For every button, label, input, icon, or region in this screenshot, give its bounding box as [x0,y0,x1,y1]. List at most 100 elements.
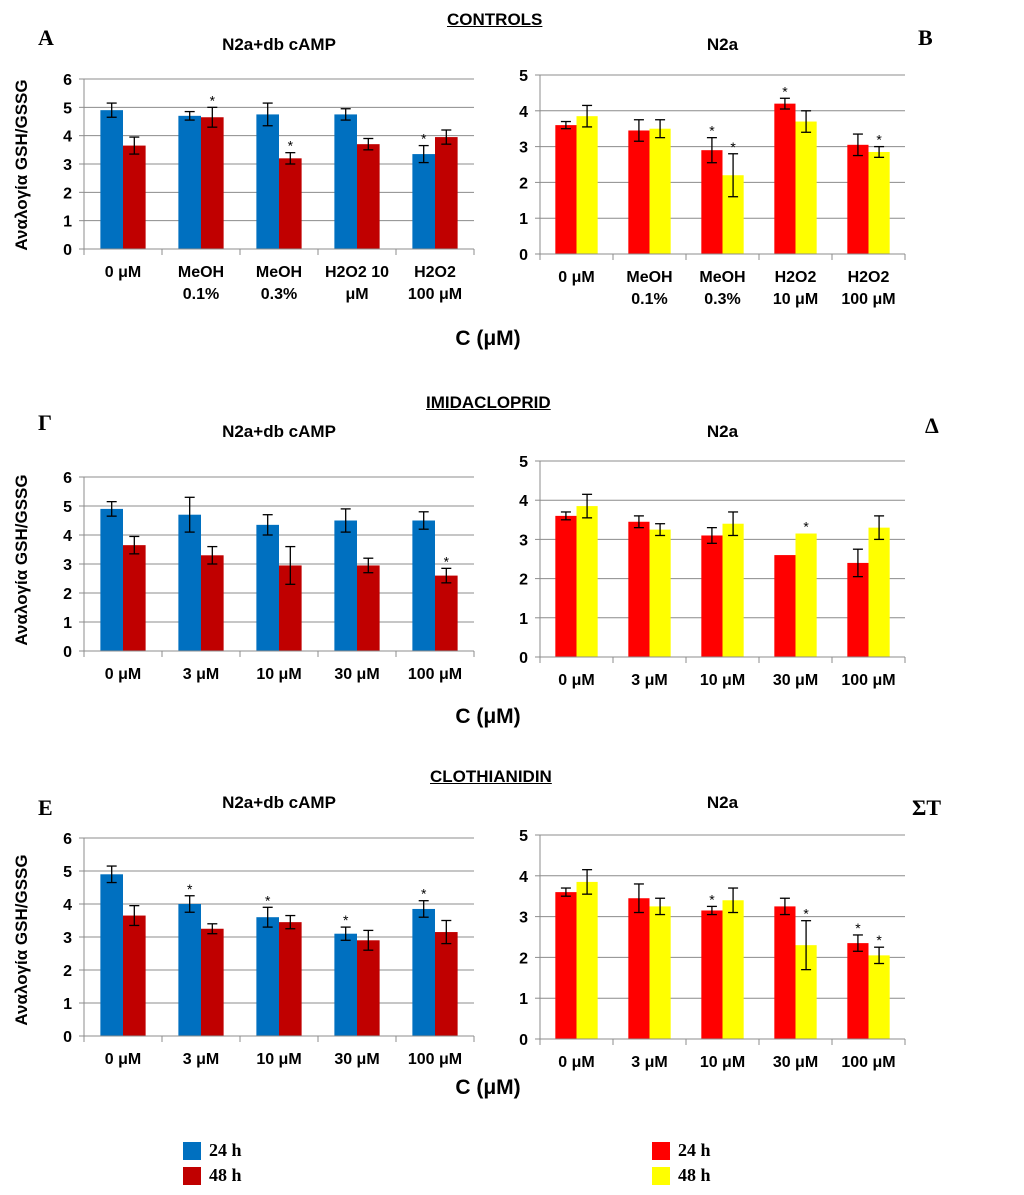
bar [334,114,357,250]
bar [256,114,279,250]
panel-letter-gamma: Γ [38,410,52,435]
y-tick-label: 1 [63,615,72,632]
bar [100,508,123,651]
y-tick-label: 1 [63,996,72,1013]
y-tick-label: 0 [63,242,72,259]
x-tick-label: 10 μM [700,1054,745,1071]
bar [412,520,435,651]
significance-star: * [265,892,271,908]
legend-label: 48 h [209,1165,242,1185]
bar [868,955,890,1039]
bar [357,144,380,249]
x-tick-label: 0 μM [558,269,594,286]
x-tick-label: 10 μM [256,1051,301,1068]
y-tick-label: 3 [63,557,72,574]
bar [100,110,123,250]
bar [774,103,796,254]
y-tick-label: 2 [63,963,72,980]
legend-label: 24 h [209,1140,242,1160]
bar [555,125,577,255]
y-tick-label: 4 [519,104,528,121]
x-tick-label: MeOH [256,264,302,281]
bar [435,932,458,1036]
legend-swatch [183,1141,201,1160]
y-tick-label: 4 [519,493,528,510]
y-tick-label: 5 [519,454,528,471]
panel-letter-e: E [38,795,53,820]
y-tick-label: 3 [519,910,528,927]
y-tick-label: 3 [519,140,528,157]
y-axis-label: Αναλογία GSH/GSSG [12,79,31,250]
significance-star: * [210,92,216,108]
y-tick-label: 4 [519,869,528,886]
y-tick-label: 4 [63,129,72,146]
x-tick-label: 100 μM [408,666,462,683]
y-tick-label: 3 [519,532,528,549]
legend-swatch [183,1166,201,1185]
bar [435,137,458,249]
bar [555,515,577,657]
x-tick-label: 100 μM [408,1051,462,1068]
x-tick-label: MeOH [626,269,672,286]
x-tick-label: 0 μM [558,1054,594,1071]
chart-title: N2a [707,35,739,54]
significance-star: * [343,912,349,928]
x-tick-label: 10 μM [700,672,745,689]
bar [576,116,598,254]
bar [795,945,817,1039]
bar [256,917,279,1036]
y-tick-label: 2 [519,572,528,589]
x-tick-label: MeOH [178,264,224,281]
chart-title: N2a+db cAMP [222,793,336,812]
bar [847,943,869,1039]
x-tick-label: 3 μM [631,672,667,689]
significance-star: * [444,553,450,569]
section-title-imidacloprid: IMIDACLOPRID [426,393,551,412]
x-tick-label: 3 μM [183,1051,219,1068]
shared-x-axis-label: C (μM) [455,705,520,728]
y-tick-label: 2 [63,185,72,202]
bar [576,881,598,1039]
bar [555,892,577,1039]
y-tick-label: 6 [63,72,72,89]
bar [649,128,671,254]
bar [201,117,224,249]
y-tick-label: 1 [519,991,528,1008]
x-tick-label: 0.1% [631,291,667,308]
chart-title: N2a [707,422,739,441]
y-tick-label: 5 [519,828,528,845]
bar [868,151,890,254]
y-tick-label: 6 [63,470,72,487]
bar [357,940,380,1036]
bar [123,545,146,651]
bar [795,533,817,657]
chart-title: N2a+db cAMP [222,422,336,441]
y-tick-label: 2 [519,175,528,192]
bar [334,933,357,1036]
x-tick-label: 100 μM [841,291,895,308]
x-tick-label: 0 μM [105,264,141,281]
x-tick-label: μM [345,286,368,303]
bar [868,527,890,657]
bar [412,154,435,249]
bar [649,906,671,1039]
legend-item: 48 h [652,1163,711,1188]
bar [722,523,744,657]
x-tick-label: H2O2 [414,264,456,281]
legend-swatch [652,1141,670,1160]
significance-star: * [803,906,809,922]
significance-star: * [730,139,736,155]
bar [412,908,435,1036]
x-tick-label: 30 μM [334,1051,379,1068]
x-tick-label: 0 μM [105,1051,141,1068]
x-tick-label: 3 μM [631,1054,667,1071]
significance-star: * [782,83,788,99]
x-tick-label: H2O2 10 [325,264,389,281]
section-title-controls: CONTROLS [447,10,543,29]
bar [628,130,650,254]
y-tick-label: 0 [63,1029,72,1046]
x-tick-label: 100 μM [841,1054,895,1071]
bar [847,562,869,657]
